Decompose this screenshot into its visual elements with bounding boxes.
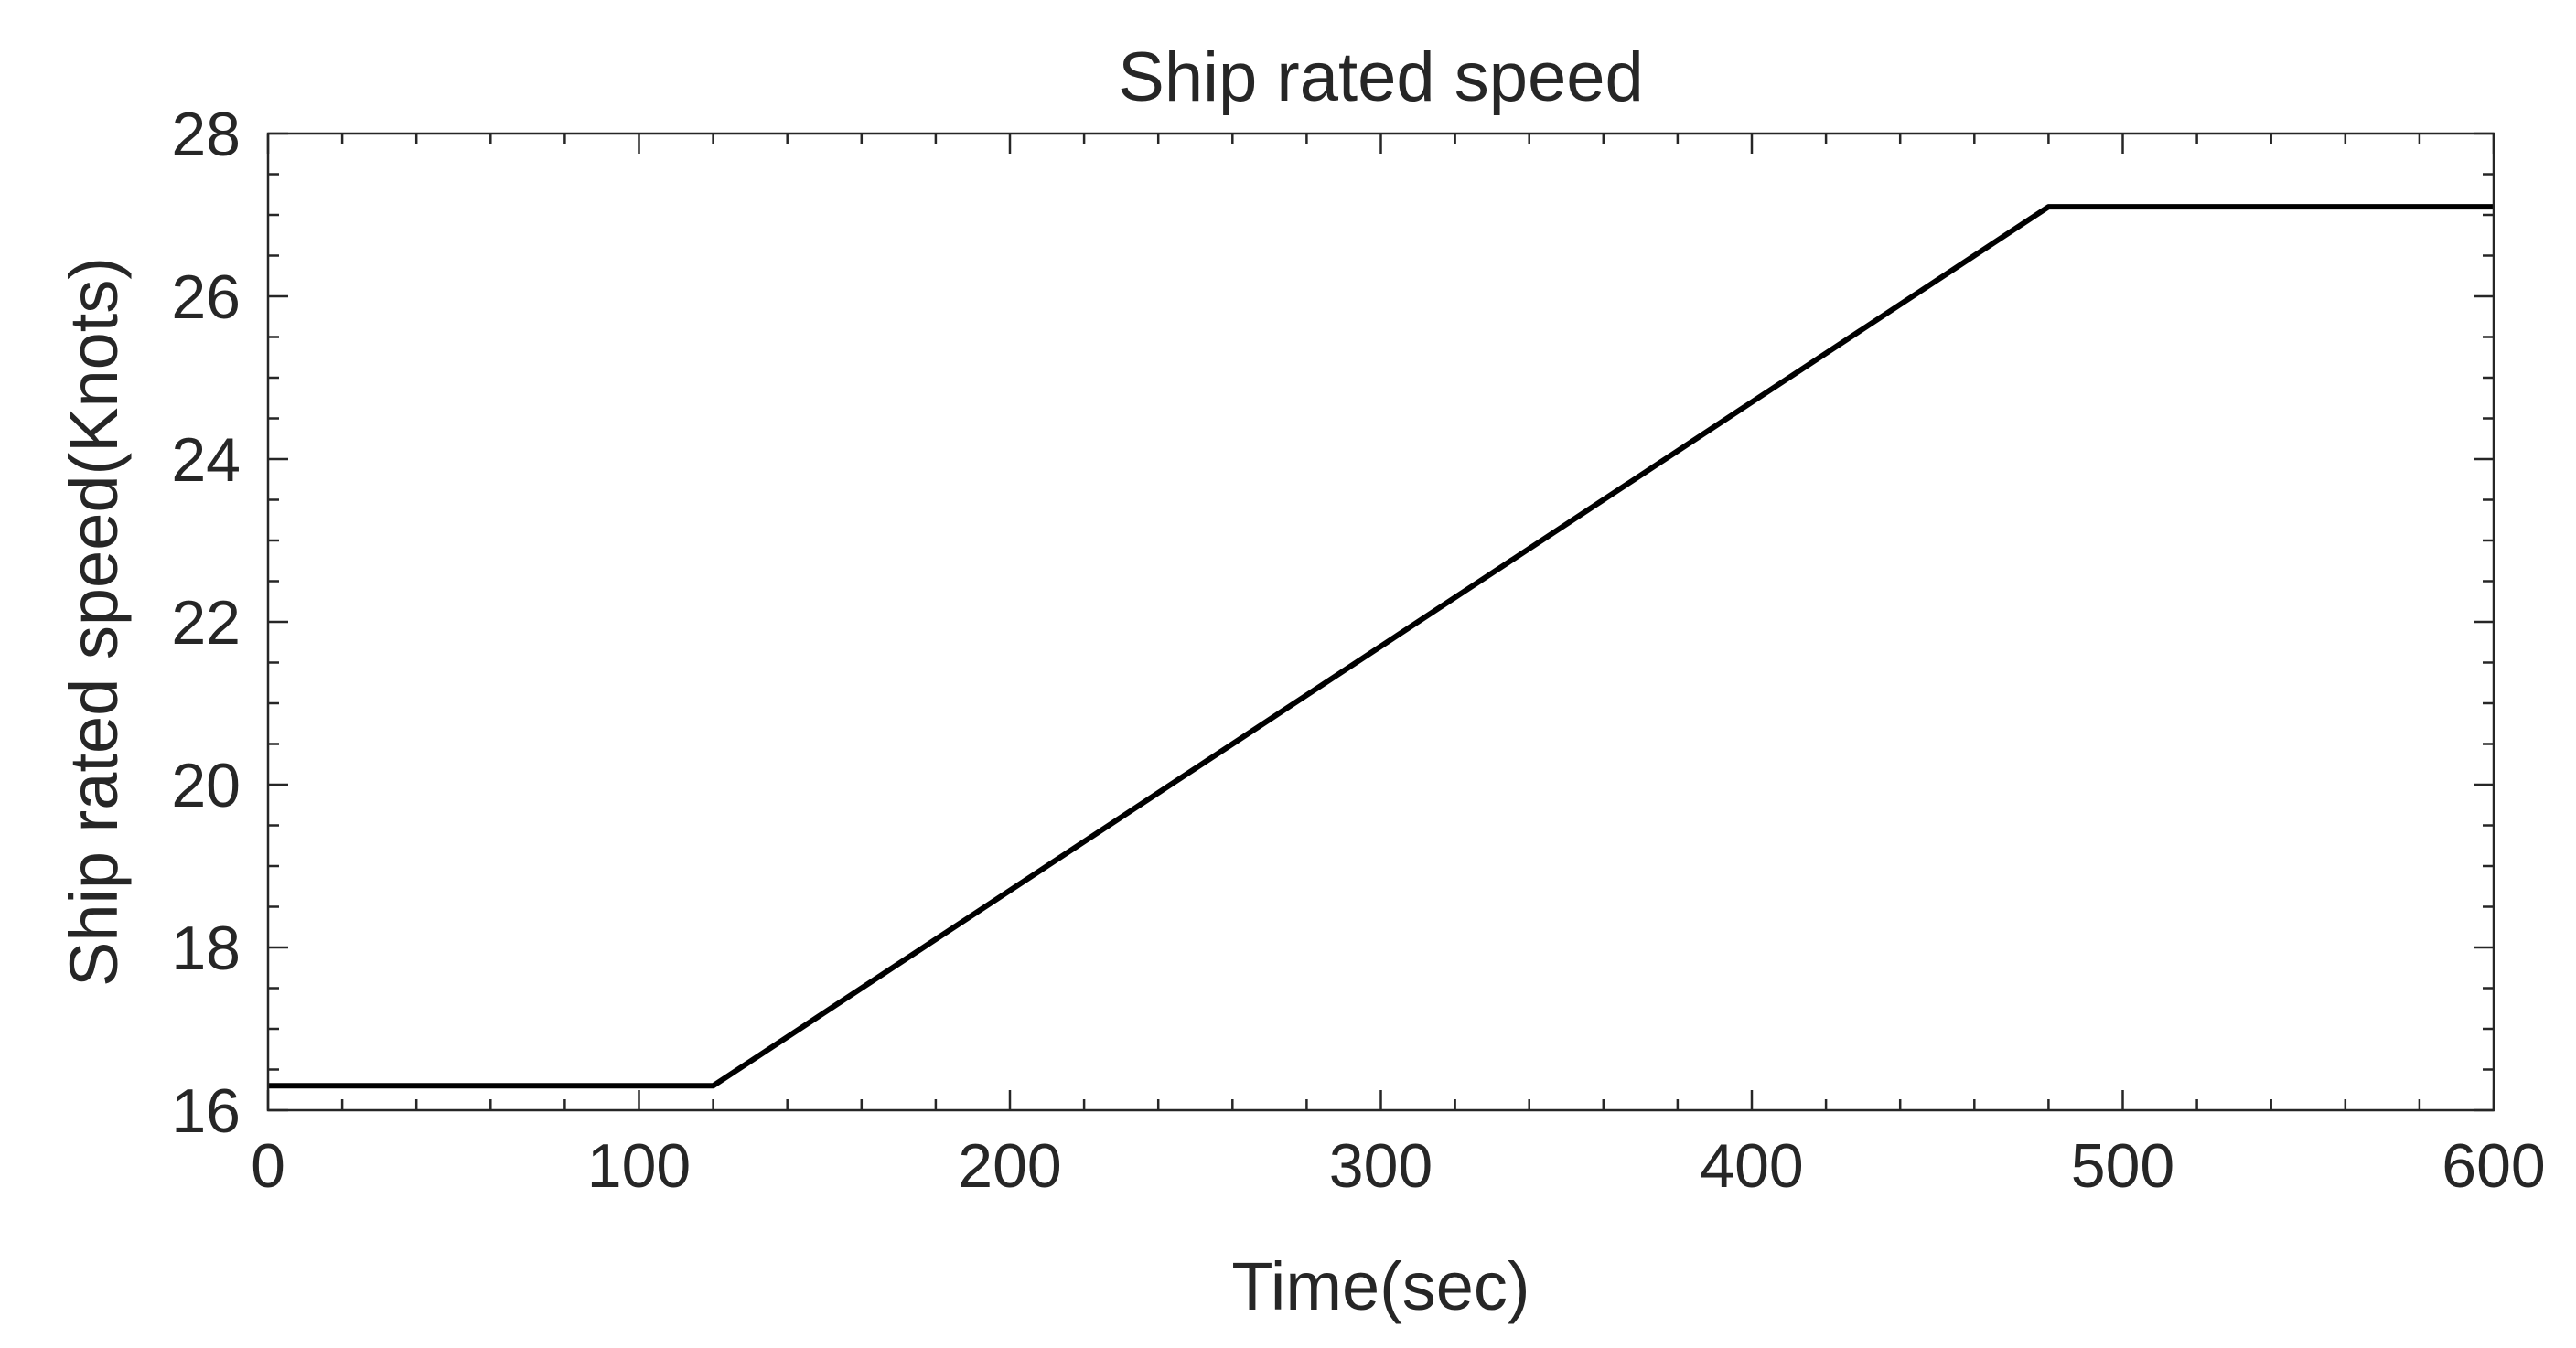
chart-title: Ship rated speed (1118, 38, 1644, 116)
x-tick-label: 300 (1329, 1131, 1433, 1201)
x-tick-label: 500 (2071, 1131, 2174, 1201)
y-tick-label: 28 (171, 100, 241, 169)
y-axis-title: Ship rated speed(Knots) (56, 257, 132, 987)
plot-area-frame (266, 132, 2496, 1112)
x-tick-label: 400 (1700, 1131, 1803, 1201)
y-tick-label: 24 (171, 425, 241, 495)
series-layer (268, 204, 2494, 1089)
x-tick-label: 100 (587, 1131, 691, 1201)
y-tick-label: 26 (171, 262, 241, 332)
x-tick-label: 600 (2442, 1131, 2545, 1201)
x-tick-label: 0 (251, 1131, 285, 1201)
x-axis-title: Time(sec) (1231, 1248, 1530, 1324)
x-tick-label: 200 (958, 1131, 1061, 1201)
y-tick-label: 16 (171, 1076, 241, 1146)
tick-labels-layer: 0 100 200 300 400 500 600 16 18 20 22 24 26 28 (171, 100, 2545, 1201)
y-tick-label: 20 (171, 751, 241, 820)
series-line (268, 204, 2494, 1089)
y-tick-label: 22 (171, 588, 241, 658)
y-tick-label: 18 (171, 914, 241, 983)
